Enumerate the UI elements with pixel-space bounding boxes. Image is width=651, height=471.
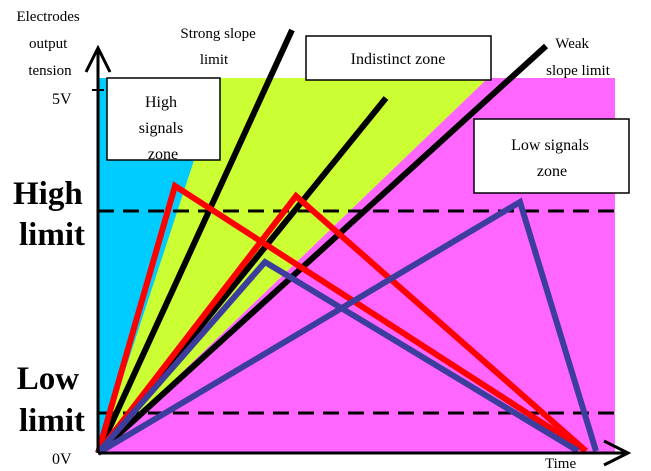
high-limit-label-line-1: High [13,176,83,212]
strong-slope-limit-label-line-2: limit [200,52,229,68]
y-axis-title-line-1: Electrodes [16,9,79,25]
weak-slope-limit-label-line-2: slope limit [546,63,611,79]
low-limit-label: Low limit [17,361,88,439]
y-axis-title-line-3: tension [28,63,72,79]
low-limit-label-line-2: limit [19,403,85,439]
y-axis-title: Electrodes output tension [16,9,83,79]
low-signals-zone-label-line-2: zone [537,163,567,180]
high-signals-zone-label-line-2: signals [139,120,183,137]
strong-slope-limit-label: Strong slope limit [180,26,259,68]
strong-slope-limit-label-line-1: Strong slope [180,26,256,42]
weak-slope-limit-label: Weak slope limit [546,36,611,79]
low-limit-label-line-1: Low [17,361,80,397]
high-signals-zone-label-line-3: zone [148,146,178,163]
high-limit-label: High limit [13,176,91,253]
high-signals-zone-label-line-1: High [145,94,177,111]
low-signals-zone-label-line-1: Low signals [511,137,589,154]
x-axis-title: Time [545,456,576,471]
weak-slope-limit-label-line-1: Weak [555,36,589,52]
high-limit-label-line-2: limit [19,217,85,253]
y-axis-title-line-2: output [29,36,68,52]
y-axis-5v-label: 5V [52,91,72,108]
indistinct-zone-label: Indistinct zone [351,51,446,68]
y-axis-0v-label: 0V [52,451,72,468]
low-signals-zone-box [474,119,629,193]
